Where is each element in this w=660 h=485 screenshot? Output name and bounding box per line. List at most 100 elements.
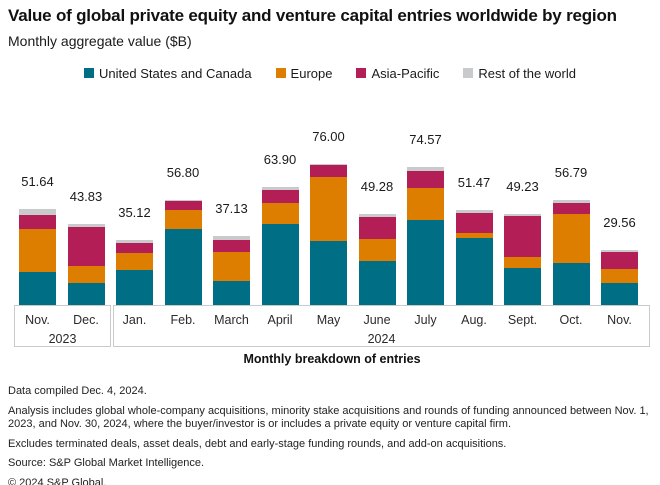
plot-area: 51.64 43.83 35.12 56.80 37.13 63.90 76.00 49.28… (14, 100, 650, 305)
bar-segment-europe (164, 209, 202, 229)
bar-segment-asia-pacific (310, 165, 347, 177)
bar-segment-rest-of-the-world (19, 209, 56, 216)
bar-dec-1 (67, 223, 105, 305)
bar-segment-europe (504, 257, 541, 269)
legend-item-europe: Europe (275, 65, 333, 81)
bar-segment-asia-pacific (455, 213, 493, 234)
bar-oct-11 (552, 199, 590, 305)
x-axis-group-2024: 2024 (113, 305, 650, 347)
x-axis-title: Monthly breakdown of entries (243, 352, 421, 366)
year-label-2024: 2024 (367, 332, 396, 346)
bar-segment-europe (601, 269, 638, 283)
bar-segment-united-states-and-canada (213, 280, 250, 305)
bar-segment-asia-pacific (358, 217, 396, 240)
bar-segment-rest-of-the-world (358, 213, 396, 218)
year-label-2023: 2023 (48, 332, 77, 346)
bar-segment-asia-pacific (116, 243, 153, 254)
month-label-2: Jan. (122, 313, 147, 327)
bar-segment-europe (407, 188, 444, 220)
bar-segment-rest-of-the-world (504, 213, 541, 217)
bar-segment-asia-pacific (552, 202, 590, 215)
bar-segment-united-states-and-canada (504, 268, 541, 305)
legend-label: United States and Canada (99, 65, 252, 81)
bar-total-label: 49.28 (360, 178, 394, 194)
bar-segment-rest-of-the-world (213, 236, 250, 240)
bar-total-label: 76.00 (312, 129, 345, 145)
bar-segment-europe (213, 252, 250, 281)
legend-swatch-icon (275, 68, 286, 78)
bar-aug-9 (455, 209, 493, 305)
footnote-source: Source: S&P Global Market Intelligence. (8, 457, 205, 469)
bar-total-label: 37.13 (215, 201, 248, 217)
legend-label: Europe (290, 65, 333, 81)
bar-segment-united-states-and-canada (358, 261, 396, 305)
legend-swatch-icon (84, 68, 95, 78)
bar-segment-asia-pacific (164, 200, 202, 210)
bar-july-8 (407, 167, 444, 305)
month-label-7: June (363, 313, 391, 327)
bar-jan-2 (116, 240, 153, 305)
legend: United States and Canada Europe Asia-Pacif… (0, 64, 660, 82)
month-label-0: Nov. (25, 313, 50, 327)
bar-segment-united-states-and-canada (552, 263, 590, 305)
bar-total-label: 51.47 (457, 174, 491, 190)
legend-swatch-icon (356, 68, 367, 78)
bar-total-label: 43.83 (69, 188, 103, 204)
bar-total-label: 63.90 (263, 151, 297, 167)
bar-segment-europe (67, 265, 105, 283)
bar-segment-united-states-and-canada (67, 282, 105, 305)
bar-total-label: 56.79 (554, 164, 588, 180)
bar-segment-rest-of-the-world (164, 199, 202, 201)
legend-label: Rest of the world (478, 65, 576, 81)
bar-segment-asia-pacific (213, 239, 250, 253)
bar-segment-united-states-and-canada (407, 219, 444, 305)
bar-segment-asia-pacific (407, 171, 444, 189)
bar-segment-rest-of-the-world (552, 199, 590, 203)
bar-segment-rest-of-the-world (601, 250, 638, 252)
footnote-excludes: Excludes terminated deals, asset deals, … (8, 437, 507, 450)
bar-june-7 (358, 213, 396, 305)
bar-segment-europe (310, 176, 347, 241)
legend-swatch-icon (463, 68, 474, 78)
bar-nov-12 (601, 250, 638, 305)
bar-segment-united-states-and-canada (601, 282, 638, 305)
month-label-3: Feb. (170, 313, 196, 327)
bar-segment-europe (116, 253, 153, 270)
legend-item-united-states-and-canada: United States and Canada (84, 66, 252, 81)
bar-total-label: 56.80 (166, 164, 200, 180)
footnote-data-compiled: Data compiled Dec. 4, 2024. (8, 385, 147, 397)
bar-nov-0 (19, 209, 56, 305)
bar-segment-united-states-and-canada (116, 269, 153, 305)
month-label-12: Nov. (607, 313, 632, 327)
bar-segment-asia-pacific (261, 189, 299, 204)
bar-segment-rest-of-the-world (116, 240, 153, 244)
x-axis-group-2023: 2023 (14, 305, 111, 347)
month-label-4: March (214, 313, 249, 327)
footnote-analysis: Analysis includes global whole-company a… (8, 404, 649, 431)
month-label-1: Dec. (73, 313, 99, 327)
bar-segment-united-states-and-canada (455, 238, 493, 305)
bar-segment-rest-of-the-world (455, 209, 493, 214)
bar-segment-europe (455, 233, 493, 239)
bar-sept-10 (504, 213, 541, 305)
bar-segment-united-states-and-canada (261, 224, 299, 305)
bar-total-label: 74.57 (409, 132, 442, 148)
legend-label: Asia-Pacific (371, 65, 440, 81)
bar-feb-3 (164, 199, 202, 305)
footnote-copyright: © 2024 S&P Global. (8, 476, 107, 485)
bar-segment-united-states-and-canada (164, 228, 202, 305)
month-label-10: Sept. (507, 313, 538, 327)
bar-total-label: 29.56 (603, 215, 636, 231)
bar-segment-europe (261, 203, 299, 225)
bar-may-6 (310, 164, 347, 305)
bar-segment-europe (19, 228, 56, 272)
bar-segment-asia-pacific (19, 215, 56, 229)
bar-total-label: 51.64 (21, 174, 54, 190)
month-label-5: April (267, 313, 293, 327)
bar-segment-united-states-and-canada (19, 271, 56, 305)
month-label-6: May (316, 313, 341, 327)
bar-segment-rest-of-the-world (261, 186, 299, 190)
bar-segment-united-states-and-canada (310, 240, 347, 305)
bar-total-label: 35.12 (118, 205, 151, 221)
